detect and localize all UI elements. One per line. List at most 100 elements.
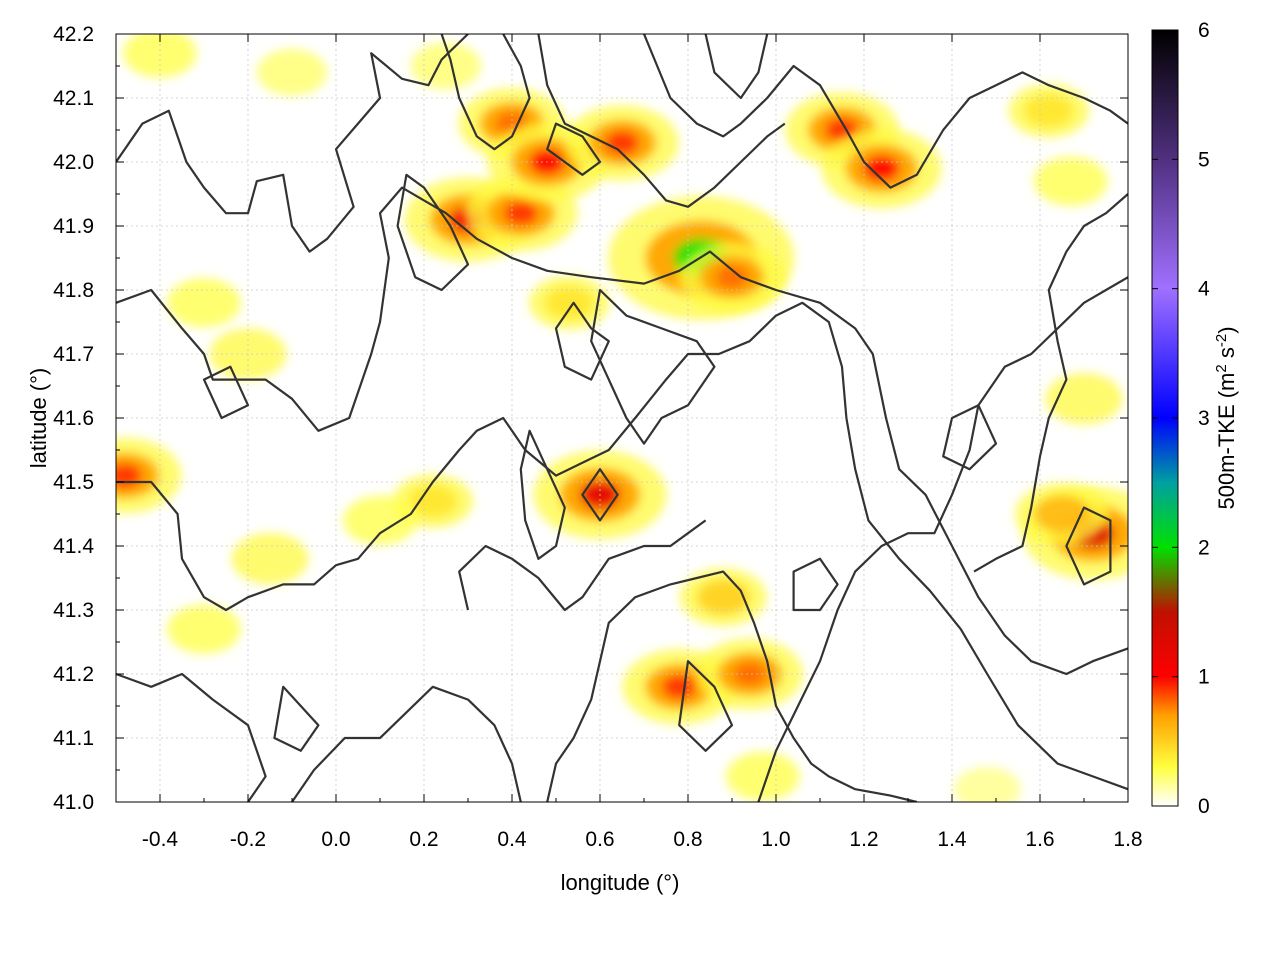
x-tick-label: -0.2: [230, 828, 266, 851]
tke-hotspot-core: [116, 463, 142, 488]
x-tick-label: 0.8: [673, 828, 702, 851]
contour-line: [537, 34, 786, 208]
contour-loop: [554, 301, 610, 381]
terrain-contours: [116, 34, 1128, 802]
contour-loop: [792, 557, 839, 612]
tke-hotspot: [678, 241, 786, 313]
tke-hotspot: [167, 278, 241, 328]
x-axis-label: longitude (°): [561, 870, 680, 895]
contour-line: [546, 570, 918, 802]
tke-hotspot: [1008, 84, 1089, 138]
tke-hotspot: [725, 751, 800, 802]
tke-field: [116, 34, 1128, 802]
contour-line: [973, 193, 1128, 573]
contour-line: [458, 519, 707, 612]
contour-line: [757, 276, 1128, 802]
tke-hotspot: [1045, 373, 1123, 425]
y-tick-label: 41.2: [53, 663, 94, 686]
contour-line: [704, 34, 769, 100]
contour-loop: [273, 685, 320, 752]
tke-hotspot: [565, 105, 679, 181]
contour-loop: [546, 122, 602, 176]
tke-hotspot-outer: [410, 42, 482, 90]
x-tick-label: 1.4: [937, 828, 967, 851]
y-tick-label: 41.3: [53, 599, 94, 622]
contour-line: [116, 34, 469, 253]
contour-loop: [581, 468, 619, 522]
y-tick-label: 41.0: [53, 791, 94, 814]
tke-hotspot-outer: [953, 766, 1021, 802]
tke-hotspot-outer: [1045, 373, 1123, 425]
tke-hotspot: [821, 128, 942, 209]
y-tick-label: 42.1: [53, 87, 94, 110]
contour-loop: [396, 173, 470, 292]
tke-hotspot: [256, 48, 328, 96]
tke-hotspot-core: [733, 662, 766, 686]
contour-loop: [519, 429, 566, 560]
tke-hotspot: [116, 437, 182, 514]
contour-line: [116, 186, 1128, 676]
colorbar-ticks: 0 1 2 3 4 5 6: [1152, 19, 1210, 818]
colorbar-tick-label: 2: [1198, 536, 1210, 559]
tke-hotspot: [696, 638, 803, 710]
y-tick-label: 42.0: [53, 151, 94, 174]
y-tick-label: 41.9: [53, 215, 94, 238]
tke-hotspot-core: [503, 201, 538, 226]
x-tick-label: 1.2: [849, 828, 878, 851]
tke-hotspot: [343, 495, 417, 545]
y-tick-label: 42.2: [53, 23, 94, 46]
x-tick-label: 1.0: [761, 828, 790, 851]
colorbar: 0 1 2 3 4 5 6 500m-TKE (m2 s-2): [1151, 19, 1240, 818]
contour-loop: [202, 365, 250, 420]
colorbar-tick-label: 0: [1198, 795, 1210, 818]
tke-hotspot-outer: [725, 751, 800, 802]
tke-hotspot: [410, 42, 482, 90]
tke-hotspot-mid: [408, 485, 457, 518]
y-tick-label: 41.1: [53, 727, 94, 750]
x-tick-label: 0.2: [409, 828, 438, 851]
x-tick-label: 0.0: [321, 828, 350, 851]
contour-line: [116, 672, 267, 802]
tke-hotspot-outer: [167, 604, 241, 654]
x-tick-label: 1.8: [1113, 828, 1142, 851]
tke-hotspot: [529, 276, 610, 330]
tke-hotspot-outer: [343, 495, 417, 545]
contour-loop: [590, 288, 716, 445]
colorbar-tick-label: 5: [1198, 148, 1210, 171]
tke-hotspot: [231, 533, 309, 585]
tke-hotspot-outer: [256, 48, 328, 96]
tke-hotspot: [679, 568, 767, 627]
tke-hotspot-outer: [167, 278, 241, 328]
tke-hotspot-core: [863, 155, 900, 182]
tke-hotspot-core: [662, 674, 697, 699]
tke-hotspot-outer: [1033, 156, 1108, 206]
y-tick-label: 41.5: [53, 471, 94, 494]
y-axis: 41.0 41.1 41.2 41.3 41.4 41.5 41.6 41.7 41.8 41.9…: [53, 23, 1128, 814]
y-tick-label: 41.8: [53, 279, 94, 302]
contour-loop: [678, 660, 734, 752]
tke-hotspot-core: [604, 130, 640, 155]
colorbar-label: 500m-TKE (m2 s-2): [1213, 326, 1240, 509]
contour-loop: [1065, 506, 1112, 586]
y-tick-label: 41.4: [53, 535, 94, 558]
y-tick-label: 41.6: [53, 407, 94, 430]
colorbar-tick-label: 1: [1198, 666, 1210, 689]
tke-hotspot: [167, 604, 241, 654]
contour-line: [291, 685, 522, 802]
x-tick-label: -0.4: [142, 828, 179, 851]
colorbar-tick-label: 3: [1198, 407, 1210, 430]
x-tick-label: 0.6: [585, 828, 614, 851]
contour-line: [116, 301, 1128, 791]
contour-line: [642, 34, 1128, 189]
tke-hotspot: [1033, 156, 1108, 206]
x-axis: -0.4 -0.2 0.0 0.2 0.4 0.6 0.8 1.0 1.2 1.4 1.6 1.8: [115, 34, 1143, 851]
tke-hotspot-mid: [697, 579, 750, 615]
tke-hotspot-mid: [1024, 94, 1073, 127]
contour-line: [440, 34, 531, 151]
tke-hotspot-mid: [545, 286, 594, 319]
x-tick-label: 1.6: [1025, 828, 1054, 851]
y-tick-label: 41.7: [53, 343, 94, 366]
y-axis-label: latitude (°): [26, 368, 51, 469]
tke-hotspot-outer: [231, 533, 309, 585]
